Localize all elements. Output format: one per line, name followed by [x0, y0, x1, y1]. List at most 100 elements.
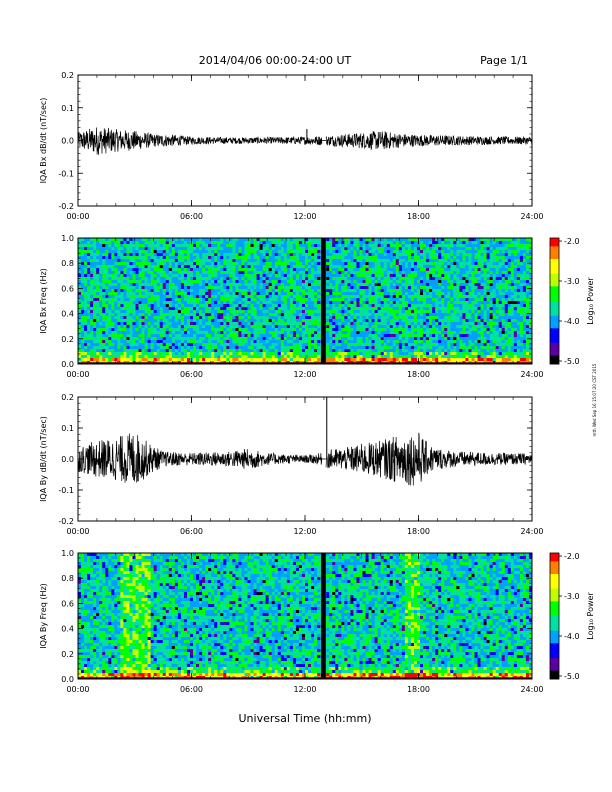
heatmap-cell	[208, 268, 212, 272]
heatmap-cell	[401, 298, 406, 302]
heatmap-cell	[392, 310, 397, 314]
heatmap-cell	[277, 328, 282, 332]
heatmap-cell	[165, 274, 170, 278]
heatmap-cell	[129, 286, 133, 290]
heatmap-cell	[289, 316, 294, 320]
heatmap-cell	[144, 250, 148, 254]
heatmap-cell	[380, 352, 384, 356]
heatmap-cell	[301, 325, 306, 329]
heatmap-cell	[295, 259, 300, 263]
heatmap-cell	[189, 313, 194, 317]
heatmap-cell	[84, 355, 88, 359]
heatmap-cell	[429, 289, 433, 293]
heatmap-cell	[332, 295, 336, 299]
heatmap-cell	[286, 289, 291, 293]
heatmap-cell	[174, 286, 179, 290]
heatmap-cell	[96, 328, 100, 332]
heatmap-cell	[292, 337, 297, 341]
heatmap-cell	[123, 349, 127, 353]
heatmap-cell	[186, 313, 191, 317]
heatmap-cell	[277, 298, 282, 302]
heatmap-cell	[416, 286, 421, 290]
heatmap-cell	[141, 316, 145, 320]
heatmap-cell	[93, 283, 97, 287]
heatmap-cell	[362, 307, 366, 311]
heatmap-cell	[123, 262, 127, 266]
heatmap-cell	[286, 337, 291, 341]
heatmap-cell	[407, 334, 412, 338]
heatmap-cell	[220, 286, 224, 290]
heatmap-cell	[129, 241, 133, 245]
heatmap-cell	[132, 349, 136, 353]
heatmap-cell	[205, 259, 209, 263]
heatmap-cell	[223, 256, 227, 260]
heatmap-cell	[141, 250, 145, 254]
heatmap-cell	[371, 328, 375, 332]
heatmap-cell	[177, 256, 182, 260]
heatmap-cell	[292, 358, 297, 362]
heatmap-cell	[174, 340, 179, 344]
heatmap-cell	[429, 310, 433, 314]
heatmap-cell	[162, 292, 167, 296]
heatmap-cell	[177, 325, 182, 329]
heatmap-cell	[247, 304, 251, 308]
heatmap-cell	[389, 358, 394, 362]
heatmap-cell	[81, 295, 85, 299]
heatmap-cell	[301, 289, 306, 293]
heatmap-cell	[153, 334, 157, 338]
heatmap-cell	[84, 298, 88, 302]
heatmap-cell	[138, 268, 142, 272]
heatmap-cell	[189, 295, 194, 299]
heatmap-cell	[168, 262, 173, 266]
heatmap-cell	[416, 265, 421, 269]
heatmap-cell	[404, 238, 409, 242]
heatmap-cell	[90, 352, 94, 356]
heatmap-cell	[84, 271, 88, 275]
heatmap-cell	[102, 358, 106, 362]
heatmap-cell	[353, 274, 357, 278]
heatmap-cell	[159, 277, 164, 281]
heatmap-cell	[247, 280, 251, 284]
heatmap-cell	[301, 244, 306, 248]
heatmap-cell	[329, 274, 333, 278]
heatmap-cell	[407, 313, 412, 317]
heatmap-cell	[359, 292, 363, 296]
heatmap-cell	[81, 325, 85, 329]
heatmap-cell	[289, 328, 294, 332]
heatmap-cell	[404, 346, 409, 350]
heatmap-cell	[114, 292, 118, 296]
heatmap-cell	[250, 244, 254, 248]
heatmap-cell	[81, 271, 85, 275]
heatmap-cell	[347, 283, 351, 287]
heatmap-cell	[401, 352, 406, 356]
heatmap-cell	[102, 265, 106, 269]
heatmap-cell	[183, 340, 188, 344]
heatmap-cell	[223, 301, 227, 305]
heatmap-cell	[283, 334, 288, 338]
heatmap-cell	[96, 250, 100, 254]
heatmap-cell	[235, 322, 239, 326]
heatmap-cell	[386, 292, 391, 296]
heatmap-cell	[159, 244, 164, 248]
heatmap-cell	[78, 340, 82, 344]
heatmap-cell	[292, 247, 297, 251]
heatmap-cell	[326, 325, 330, 329]
heatmap-cell	[392, 295, 397, 299]
heatmap-cell	[429, 352, 433, 356]
heatmap-cell	[78, 268, 82, 272]
heatmap-cell	[126, 316, 130, 320]
heatmap-cell	[271, 283, 276, 287]
heatmap-cell	[413, 349, 418, 353]
heatmap-cell	[159, 271, 164, 275]
heatmap-cell	[326, 283, 330, 287]
heatmap-cell	[386, 352, 391, 356]
heatmap-cell	[123, 331, 127, 335]
heatmap-cell	[359, 238, 363, 242]
heatmap-cell	[398, 244, 403, 248]
heatmap-cell	[305, 271, 309, 275]
heatmap-cell	[214, 238, 218, 242]
heatmap-cell	[87, 250, 91, 254]
heatmap-cell	[238, 304, 242, 308]
heatmap-cell	[371, 355, 375, 359]
heatmap-cell	[183, 325, 188, 329]
